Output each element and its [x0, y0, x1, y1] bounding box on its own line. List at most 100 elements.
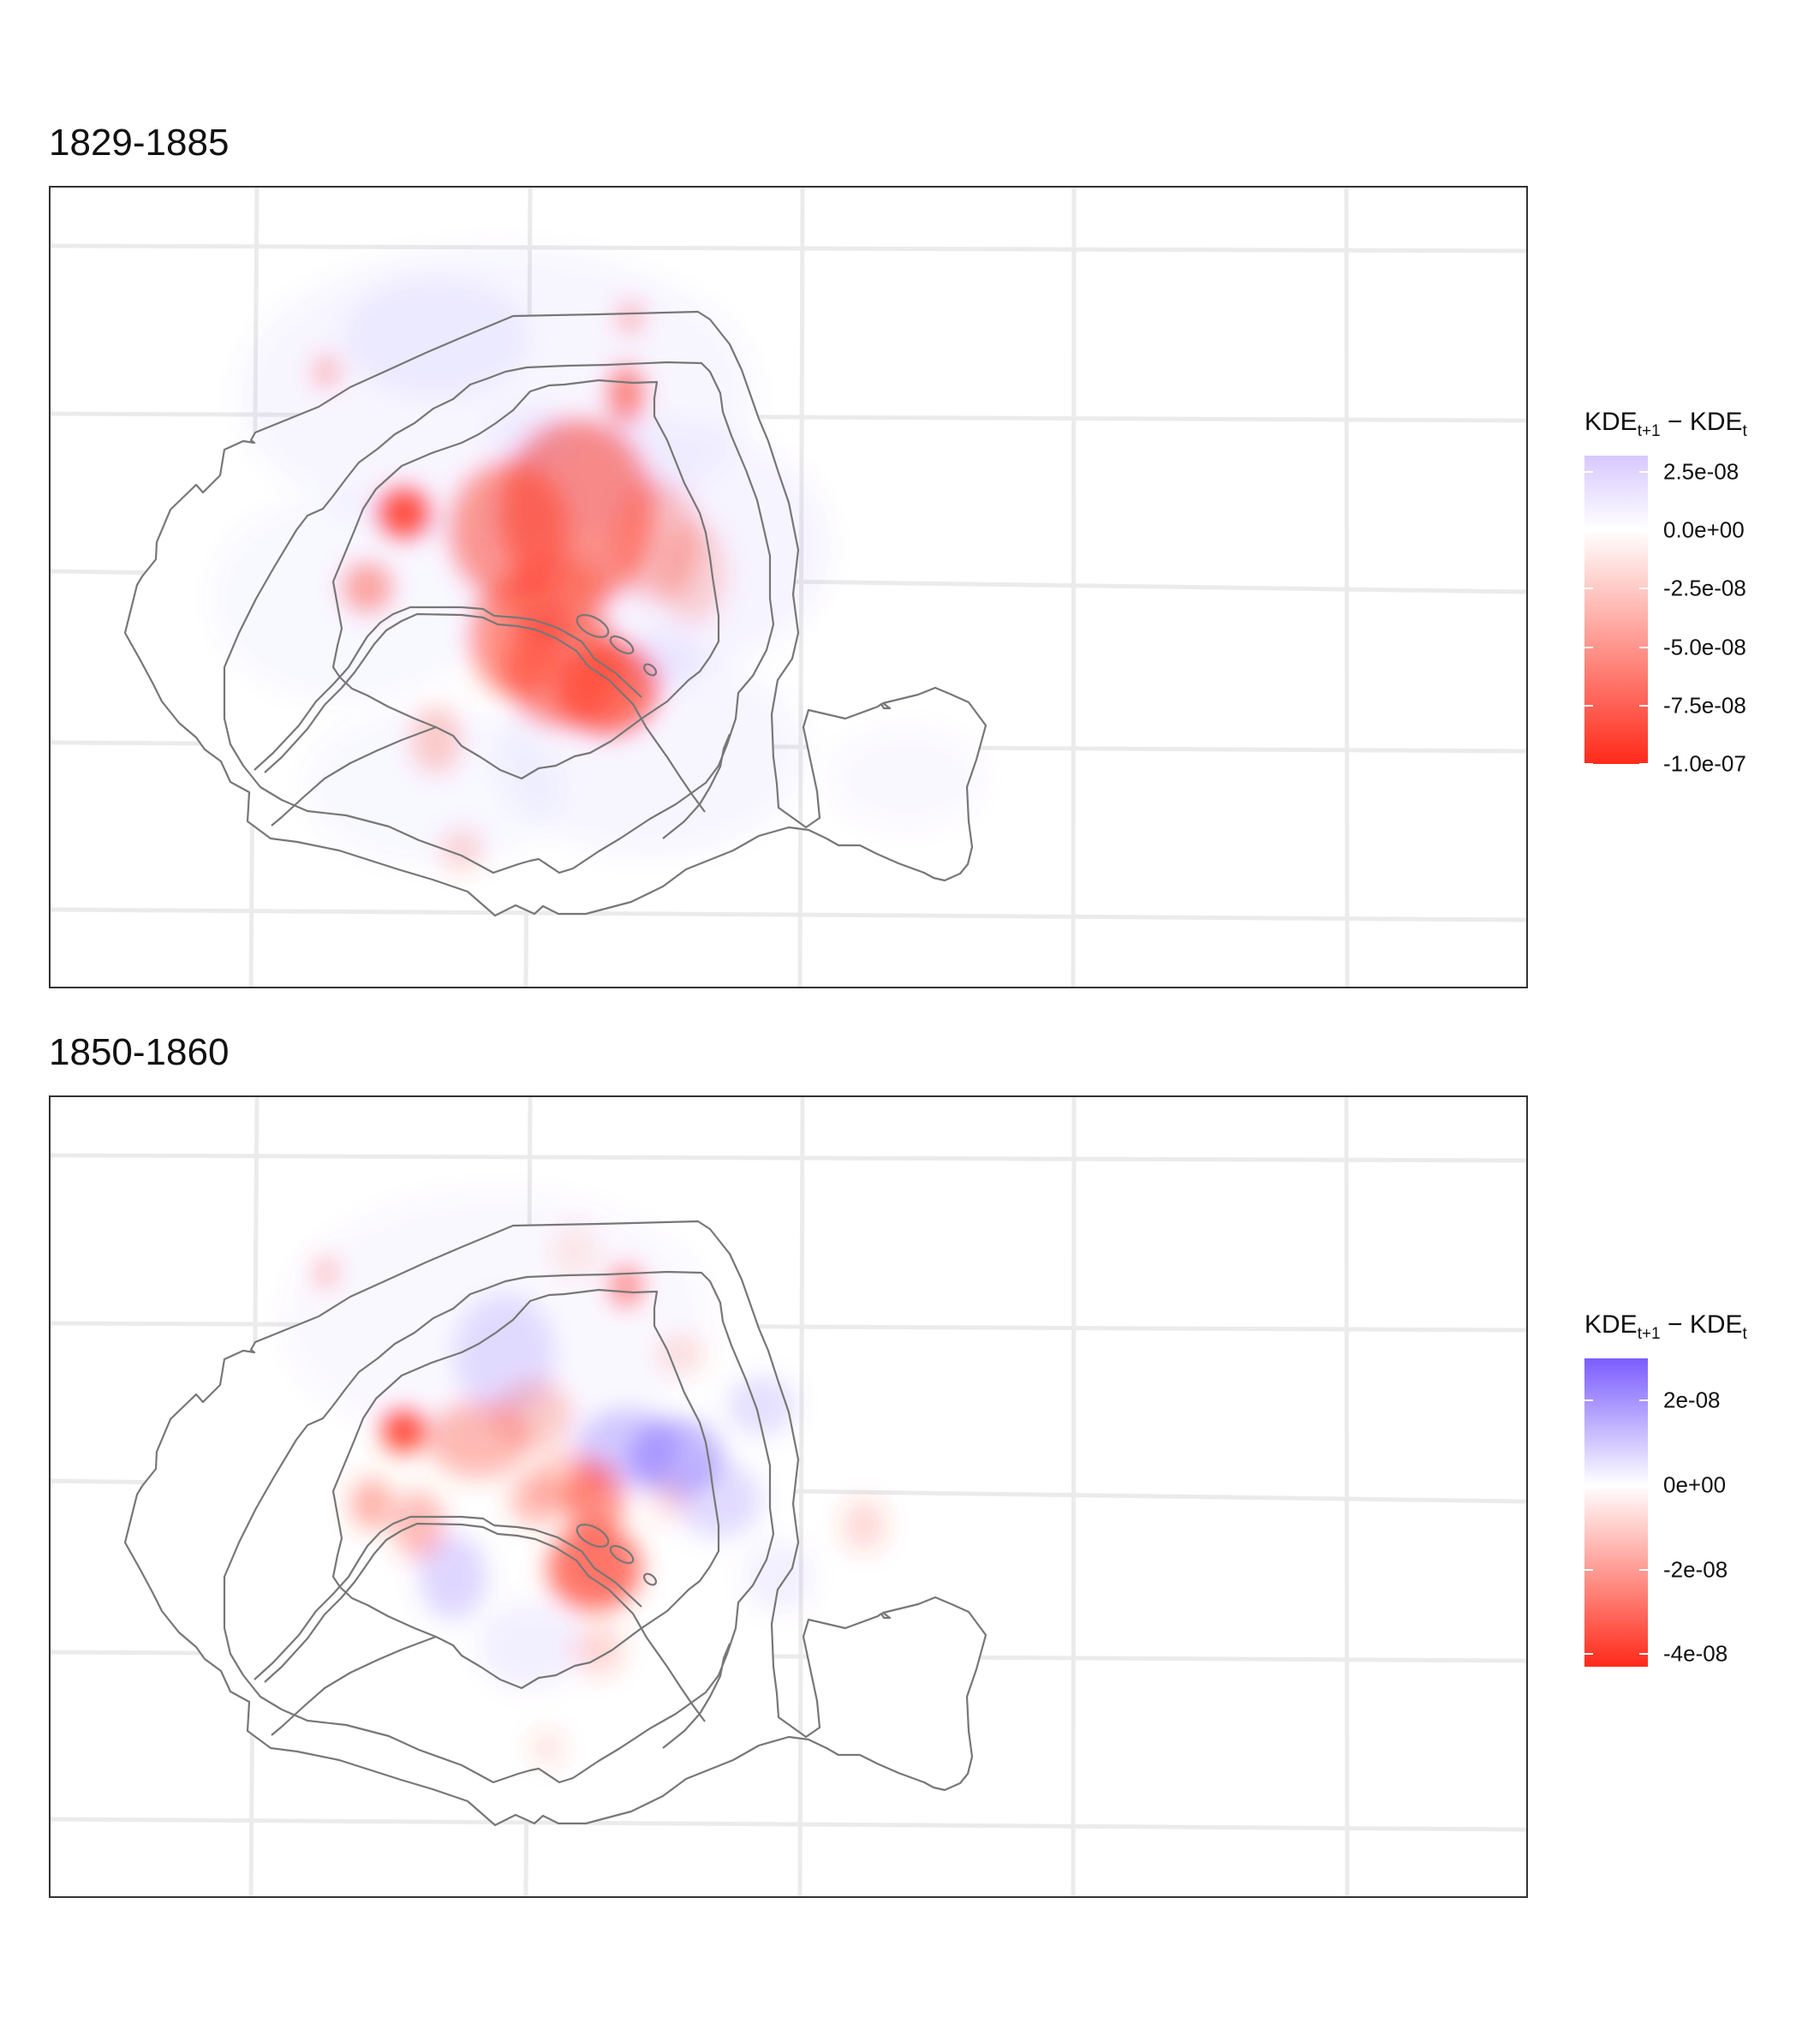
- legend-tick: [1584, 588, 1593, 590]
- seine-bank-south: [264, 612, 706, 813]
- density-blob: [419, 1534, 487, 1620]
- density-blob: [530, 1731, 564, 1765]
- density-blob: [313, 1256, 339, 1290]
- legend-tick: [1639, 1483, 1648, 1486]
- legend-tick-label: 0.0e+00: [1663, 516, 1745, 543]
- density-blob: [379, 487, 430, 539]
- legend-1850-1860: KDEt+1 − KDEt 2e-08 0e+00 -2e-08 -4e-08: [1584, 1310, 1807, 1667]
- legend-tick: [1639, 588, 1648, 590]
- panel-title-1829-1885: 1829-1885: [49, 122, 230, 164]
- kde-difference-map-1: [51, 188, 1526, 987]
- legend-tick: [1584, 1399, 1593, 1402]
- ile-de-la-cite: [576, 614, 610, 638]
- density-blob: [382, 1410, 425, 1453]
- legend-tick-label: -7.5e-08: [1663, 692, 1746, 719]
- boundary-segment: [662, 1643, 731, 1749]
- density-blob: [307, 710, 564, 864]
- legend-tick-label: 2.5e-08: [1663, 458, 1739, 485]
- fermiers-generaux-wall: [331, 379, 720, 780]
- density-blob: [487, 406, 573, 466]
- city-boundary: [123, 310, 988, 917]
- legend-colorbar: [1584, 456, 1648, 764]
- boundary-segment: [662, 733, 731, 839]
- map-panel-1850-1860: [49, 1095, 1528, 1898]
- legend-tick: [1584, 646, 1593, 648]
- density-blob: [727, 1376, 796, 1435]
- legend-tick: [1639, 471, 1648, 474]
- legend-tick: [1639, 704, 1648, 707]
- ile-louviers: [642, 1572, 658, 1586]
- density-blob: [410, 706, 462, 774]
- seine-bank-south: [264, 1522, 706, 1722]
- paris-outlines: [123, 1220, 988, 1827]
- density-blob: [646, 1478, 689, 1521]
- density-blob: [676, 1461, 761, 1538]
- density-blob: [342, 562, 393, 613]
- density-blob: [659, 522, 727, 624]
- legend-tick-label: -4e-08: [1663, 1640, 1728, 1667]
- legend-1829-1885: KDEt+1 − KDEt 2.5e-08 0.0e+00 -2.5e-08 -5.0…: [1584, 408, 1807, 777]
- ile-de-la-cite: [576, 1524, 610, 1548]
- paris-outlines: [123, 310, 988, 917]
- legend-tick: [1639, 529, 1648, 532]
- legend-tick: [1639, 646, 1648, 648]
- density-blob: [342, 277, 530, 397]
- seine-bank-north: [254, 1515, 642, 1680]
- legend-tick: [1639, 1568, 1648, 1571]
- density-blob: [496, 1380, 573, 1448]
- boundary-segment: [271, 725, 437, 827]
- density-blob: [313, 355, 340, 389]
- fermiers-generaux-wall: [331, 1288, 720, 1690]
- ile-louviers: [642, 663, 658, 677]
- ile-saint-louis: [609, 1544, 635, 1565]
- legend-tick-label: -5.0e-08: [1663, 634, 1746, 660]
- density-blob: [350, 1478, 393, 1530]
- legend-tick: [1584, 471, 1593, 474]
- density-blob: [510, 1474, 562, 1525]
- legend-tick: [1584, 1568, 1593, 1571]
- ile-saint-louis: [609, 635, 635, 655]
- legend-tick-label: -2.5e-08: [1663, 575, 1746, 601]
- density-blob: [654, 1333, 706, 1376]
- legend-tick: [1584, 1653, 1593, 1656]
- legend-tick: [1639, 1399, 1648, 1402]
- map-panel-1829-1885: [49, 186, 1528, 988]
- kde-difference-map-2: [51, 1097, 1526, 1896]
- seine-bank-north: [254, 606, 642, 771]
- density-blob: [744, 1543, 813, 1611]
- legend-tick: [1584, 1483, 1593, 1486]
- density-blob: [549, 1221, 600, 1281]
- boundary-segment: [271, 1635, 437, 1736]
- density-blob: [843, 1500, 886, 1551]
- legend-tick: [1584, 704, 1593, 707]
- density-blob: [440, 828, 483, 871]
- density-blob: [617, 301, 644, 335]
- density-blob: [633, 624, 701, 693]
- outer-boulevard: [223, 1270, 775, 1784]
- density-blob: [393, 1491, 445, 1560]
- legend-tick-label: 2e-08: [1663, 1387, 1721, 1413]
- density-blob: [609, 1265, 643, 1308]
- outer-boulevard: [223, 361, 775, 874]
- density-blob: [556, 642, 659, 736]
- legend-title: KDEt+1 − KDEt: [1584, 1310, 1747, 1343]
- density-surface: [213, 248, 984, 871]
- legend-tick: [1584, 529, 1593, 532]
- density-blob: [607, 365, 645, 423]
- density-blob: [504, 556, 607, 642]
- density-blob: [479, 1602, 582, 1688]
- density-blob: [573, 1624, 624, 1675]
- legend-tick: [1639, 1653, 1648, 1656]
- panel-title-1850-1860: 1850-1860: [49, 1031, 230, 1073]
- legend-tick-label: -2e-08: [1663, 1556, 1728, 1583]
- city-boundary: [123, 1220, 988, 1827]
- legend-tick: [1639, 763, 1648, 765]
- legend-tick: [1584, 763, 1593, 765]
- density-blob: [564, 1461, 624, 1538]
- density-blob: [830, 727, 984, 830]
- density-surface: [282, 1191, 886, 1765]
- legend-tick-label: -1.0e-07: [1663, 750, 1746, 777]
- legend-tick-label: 0e+00: [1663, 1471, 1727, 1498]
- legend-colorbar: [1584, 1358, 1648, 1667]
- legend-title: KDEt+1 − KDEt: [1584, 408, 1747, 440]
